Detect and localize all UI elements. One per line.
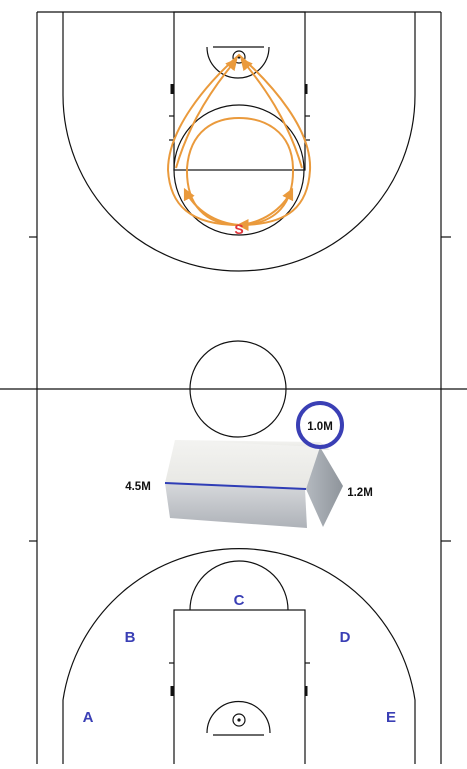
court-lines	[0, 11, 467, 769]
obstacle-width-highlight	[296, 401, 344, 449]
path-right-arrow	[238, 187, 294, 226]
path-up-right	[240, 58, 303, 169]
top-restricted-arc	[206, 46, 270, 79]
path-up-left	[175, 58, 238, 169]
path-left-arrow	[183, 187, 240, 226]
position-a: A	[83, 709, 94, 726]
player-positions: A B C D E	[83, 592, 396, 726]
position-b: B	[125, 629, 136, 646]
obstacle-length-label: 4.5M	[125, 481, 151, 493]
position-c: C	[234, 592, 245, 609]
bottom-key	[173, 609, 306, 769]
position-e: E	[386, 709, 396, 726]
obstacle-block	[164, 440, 343, 528]
obstacle-front-face	[165, 483, 307, 528]
obstacle-length-edge	[164, 482, 307, 490]
path-outer-loop	[166, 53, 312, 231]
running-paths	[166, 53, 312, 231]
top-rim	[232, 50, 246, 64]
center-circle	[189, 340, 287, 438]
top-key	[173, 11, 306, 171]
obstacle-height-label: 1.2M	[347, 487, 373, 499]
obstacle-width-label: 1.0M	[307, 421, 333, 433]
obstacle-side-face	[306, 447, 343, 527]
top-free-throw-circle	[173, 104, 305, 236]
position-d: D	[340, 629, 351, 646]
bottom-restricted-arc	[206, 700, 271, 734]
bottom-three-point-arc	[62, 548, 416, 764]
start-marker: S	[234, 221, 243, 237]
obstacle-top	[165, 440, 320, 489]
bottom-rim	[232, 713, 246, 727]
bottom-free-throw-arc	[189, 560, 289, 611]
top-three-point-arc	[62, 12, 416, 272]
bottom-rim-dot	[237, 718, 241, 722]
